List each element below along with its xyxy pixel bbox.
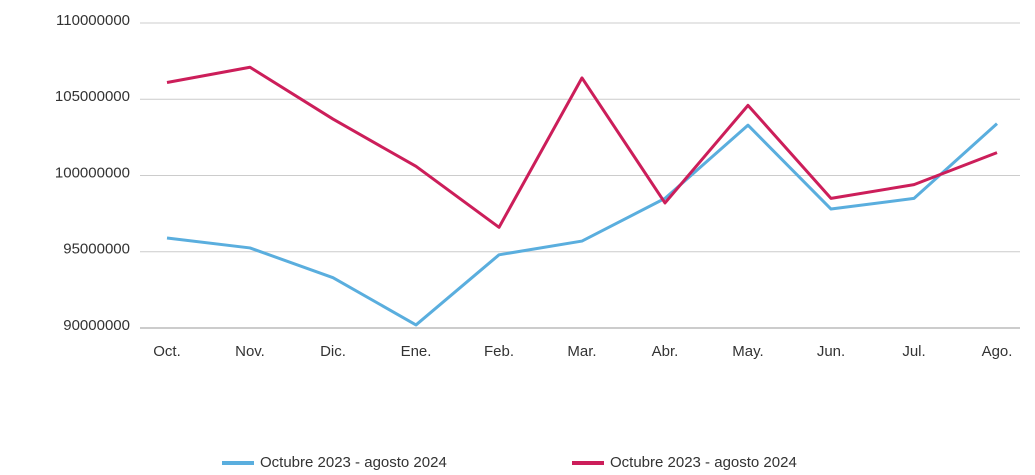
y-tick-label: 90000000: [63, 317, 130, 334]
x-tick-label: Ene.: [401, 343, 432, 360]
y-tick-label: 110000000: [56, 12, 130, 29]
x-tick-label: Jun.: [817, 343, 845, 360]
legend-label: Octubre 2023 - agosto 2024: [610, 454, 797, 471]
x-tick-label: Oct.: [153, 343, 181, 360]
x-tick-label: Dic.: [320, 343, 346, 360]
legend-label: Octubre 2023 - agosto 2024: [260, 454, 447, 471]
y-tick-label: 95000000: [63, 241, 130, 258]
y-tick-label: 100000000: [55, 164, 130, 181]
line: [166, 65, 998, 229]
x-tick-label: Mar.: [567, 343, 596, 360]
x-tick-label: Nov.: [235, 343, 265, 360]
x-tick-label: Ago.: [982, 343, 1013, 360]
x-tick-label: Feb.: [484, 343, 514, 360]
y-tick-label: 105000000: [55, 88, 130, 105]
x-tick-label: May.: [732, 343, 763, 360]
x-tick-label: Jul.: [902, 343, 925, 360]
line: [166, 122, 999, 327]
x-tick-label: Abr.: [652, 343, 679, 360]
